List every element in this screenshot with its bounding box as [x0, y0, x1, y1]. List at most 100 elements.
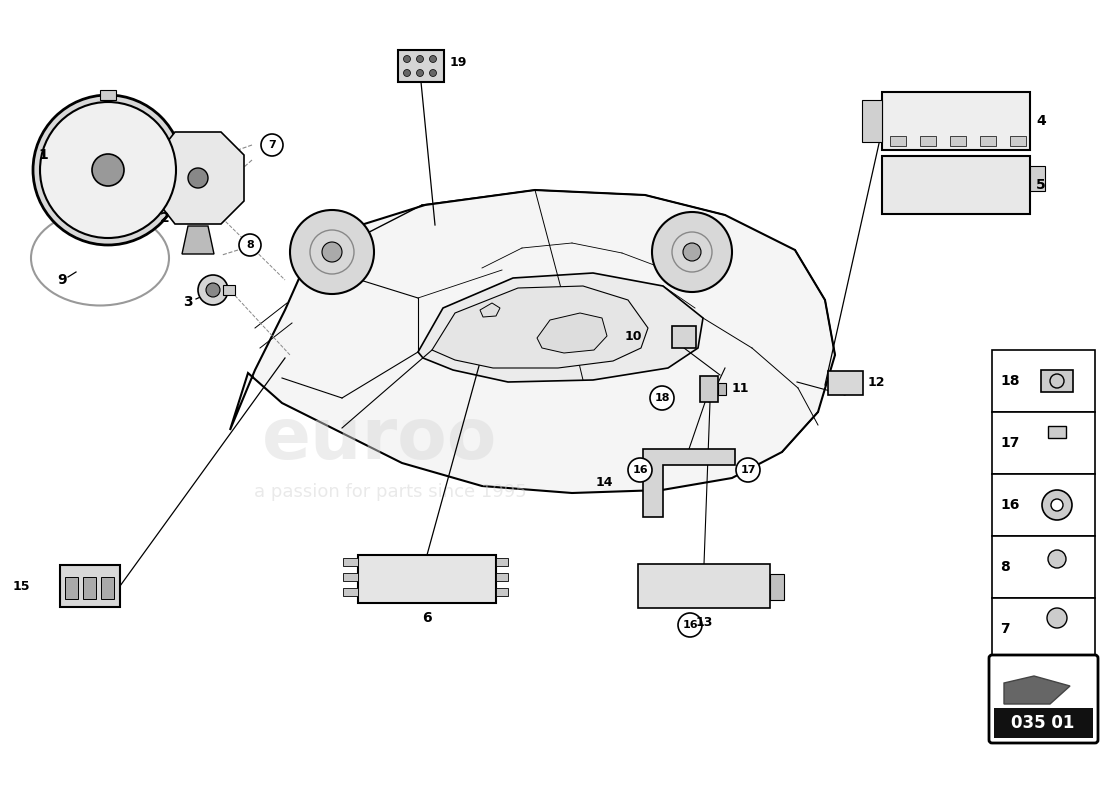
- Circle shape: [404, 70, 410, 77]
- Text: 3: 3: [183, 295, 192, 309]
- FancyBboxPatch shape: [638, 564, 770, 608]
- FancyBboxPatch shape: [343, 588, 358, 596]
- FancyBboxPatch shape: [1010, 136, 1026, 146]
- Circle shape: [683, 243, 701, 261]
- FancyBboxPatch shape: [398, 50, 444, 82]
- Text: 8: 8: [246, 240, 254, 250]
- FancyBboxPatch shape: [890, 136, 906, 146]
- Circle shape: [429, 55, 437, 62]
- Polygon shape: [157, 132, 244, 224]
- Text: 12: 12: [868, 377, 886, 390]
- FancyBboxPatch shape: [994, 708, 1093, 738]
- Polygon shape: [230, 190, 835, 493]
- FancyBboxPatch shape: [496, 588, 508, 596]
- FancyBboxPatch shape: [223, 285, 235, 295]
- Polygon shape: [182, 226, 214, 254]
- Text: a passion for parts since 1995: a passion for parts since 1995: [254, 483, 527, 501]
- Text: 17: 17: [1000, 436, 1020, 450]
- FancyBboxPatch shape: [343, 558, 358, 566]
- FancyBboxPatch shape: [343, 573, 358, 581]
- Polygon shape: [1041, 370, 1072, 392]
- Text: 4: 4: [1036, 114, 1046, 128]
- FancyBboxPatch shape: [770, 574, 784, 600]
- Circle shape: [198, 275, 228, 305]
- FancyBboxPatch shape: [992, 474, 1094, 536]
- FancyBboxPatch shape: [992, 598, 1094, 660]
- FancyBboxPatch shape: [989, 655, 1098, 743]
- Text: 10: 10: [625, 330, 642, 343]
- Circle shape: [1050, 499, 1063, 511]
- FancyBboxPatch shape: [60, 565, 120, 607]
- FancyBboxPatch shape: [882, 92, 1030, 150]
- Polygon shape: [418, 273, 703, 382]
- Text: 1: 1: [39, 148, 47, 162]
- FancyBboxPatch shape: [100, 90, 116, 100]
- Circle shape: [417, 55, 424, 62]
- Circle shape: [1047, 608, 1067, 628]
- Circle shape: [33, 95, 183, 245]
- Text: 14: 14: [595, 477, 613, 490]
- Text: 11: 11: [732, 382, 749, 395]
- Text: 6: 6: [422, 611, 432, 625]
- FancyBboxPatch shape: [828, 371, 864, 395]
- Polygon shape: [537, 313, 607, 353]
- Text: 17: 17: [740, 465, 756, 475]
- FancyBboxPatch shape: [992, 536, 1094, 598]
- FancyBboxPatch shape: [950, 136, 966, 146]
- FancyBboxPatch shape: [672, 326, 696, 348]
- FancyBboxPatch shape: [496, 558, 508, 566]
- FancyBboxPatch shape: [882, 156, 1030, 214]
- Text: 7: 7: [1000, 622, 1010, 636]
- Circle shape: [261, 134, 283, 156]
- FancyBboxPatch shape: [992, 412, 1094, 474]
- Text: 2: 2: [160, 211, 169, 225]
- Circle shape: [736, 458, 760, 482]
- Circle shape: [429, 70, 437, 77]
- Text: 18: 18: [1000, 374, 1020, 388]
- Text: 8: 8: [1000, 560, 1010, 574]
- Text: 18: 18: [654, 393, 670, 403]
- Polygon shape: [1004, 676, 1070, 704]
- Circle shape: [404, 55, 410, 62]
- Text: euroo: euroo: [262, 406, 497, 474]
- Circle shape: [322, 242, 342, 262]
- Text: 9: 9: [57, 273, 67, 287]
- FancyBboxPatch shape: [101, 577, 114, 599]
- FancyBboxPatch shape: [920, 136, 936, 146]
- FancyBboxPatch shape: [496, 573, 508, 581]
- Text: 035 01: 035 01: [1011, 714, 1075, 732]
- FancyBboxPatch shape: [992, 350, 1094, 412]
- Circle shape: [1042, 490, 1072, 520]
- FancyBboxPatch shape: [82, 577, 96, 599]
- FancyBboxPatch shape: [718, 383, 726, 395]
- Circle shape: [92, 154, 124, 186]
- Text: 13: 13: [695, 617, 713, 630]
- Text: 16: 16: [682, 620, 697, 630]
- Polygon shape: [480, 303, 501, 317]
- Text: 7: 7: [268, 140, 276, 150]
- Circle shape: [628, 458, 652, 482]
- Circle shape: [1048, 550, 1066, 568]
- FancyBboxPatch shape: [1030, 166, 1045, 191]
- FancyBboxPatch shape: [358, 555, 496, 603]
- Circle shape: [678, 613, 702, 637]
- FancyBboxPatch shape: [1048, 426, 1066, 438]
- FancyBboxPatch shape: [980, 136, 996, 146]
- Circle shape: [290, 210, 374, 294]
- Polygon shape: [644, 449, 735, 517]
- Circle shape: [652, 212, 732, 292]
- Circle shape: [239, 234, 261, 256]
- Circle shape: [188, 168, 208, 188]
- Polygon shape: [432, 286, 648, 368]
- FancyBboxPatch shape: [862, 100, 882, 142]
- Text: 19: 19: [450, 55, 468, 69]
- FancyBboxPatch shape: [700, 376, 718, 402]
- Text: 5: 5: [1036, 178, 1046, 192]
- Text: 16: 16: [632, 465, 648, 475]
- Circle shape: [40, 102, 176, 238]
- Circle shape: [417, 70, 424, 77]
- FancyBboxPatch shape: [65, 577, 78, 599]
- Text: 15: 15: [12, 579, 30, 593]
- Circle shape: [650, 386, 674, 410]
- Text: 16: 16: [1000, 498, 1020, 512]
